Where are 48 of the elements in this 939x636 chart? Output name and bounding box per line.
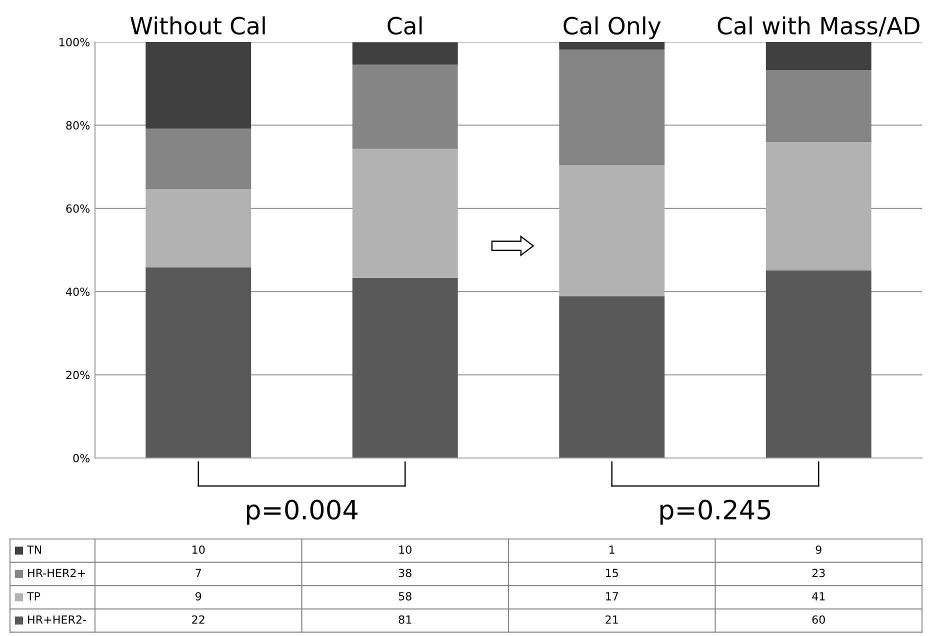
bar xyxy=(352,278,458,458)
bar xyxy=(146,267,252,458)
text: 23 xyxy=(812,568,825,578)
text: 17 xyxy=(606,592,618,600)
bar xyxy=(352,42,458,64)
legend-label: TP xyxy=(26,592,40,600)
x-tick-label: Cal xyxy=(388,16,422,35)
bar xyxy=(559,165,665,296)
bar xyxy=(146,42,252,129)
bar xyxy=(559,49,665,166)
x-tick-label: Cal Only xyxy=(564,16,661,40)
legend-label: HR-HER2+ xyxy=(28,568,85,578)
text: 21 xyxy=(606,615,618,624)
y-tick-label: 40% xyxy=(66,288,90,296)
x-tick-label: Cal with Mass/AD xyxy=(718,16,920,37)
text: 10 xyxy=(399,545,412,554)
text: 58 xyxy=(398,592,412,600)
legend-label: TN xyxy=(26,546,42,554)
bar xyxy=(559,296,665,458)
bar xyxy=(146,128,252,190)
bar xyxy=(766,142,872,270)
legend-label: HR+HER2- xyxy=(28,615,86,624)
bar xyxy=(766,70,872,142)
y-tick-label: 20% xyxy=(66,370,90,380)
y-tick-label: 60% xyxy=(66,204,90,213)
text: 9 xyxy=(816,545,822,554)
bar xyxy=(766,42,872,70)
y-tick-label: 0% xyxy=(73,454,90,462)
y-tick-label: 100% xyxy=(60,38,90,46)
text: 41 xyxy=(812,592,825,600)
bar xyxy=(559,42,665,50)
bar xyxy=(352,64,458,149)
y-tick-label: 80% xyxy=(66,121,90,130)
bar xyxy=(146,189,252,268)
text: 38 xyxy=(398,568,412,578)
text: 60 xyxy=(812,615,825,624)
text: 1 xyxy=(610,546,614,554)
bar xyxy=(352,148,458,278)
text: 10 xyxy=(192,545,205,554)
x-tick-label: Without Cal xyxy=(130,16,265,35)
bar xyxy=(766,270,872,458)
text: p=0.004 xyxy=(246,500,358,525)
text: 81 xyxy=(398,615,412,624)
text: 9 xyxy=(196,592,202,600)
text: p=0.245 xyxy=(660,500,770,525)
text: 22 xyxy=(192,615,204,624)
text: 7 xyxy=(196,568,201,578)
text: 15 xyxy=(606,568,618,578)
